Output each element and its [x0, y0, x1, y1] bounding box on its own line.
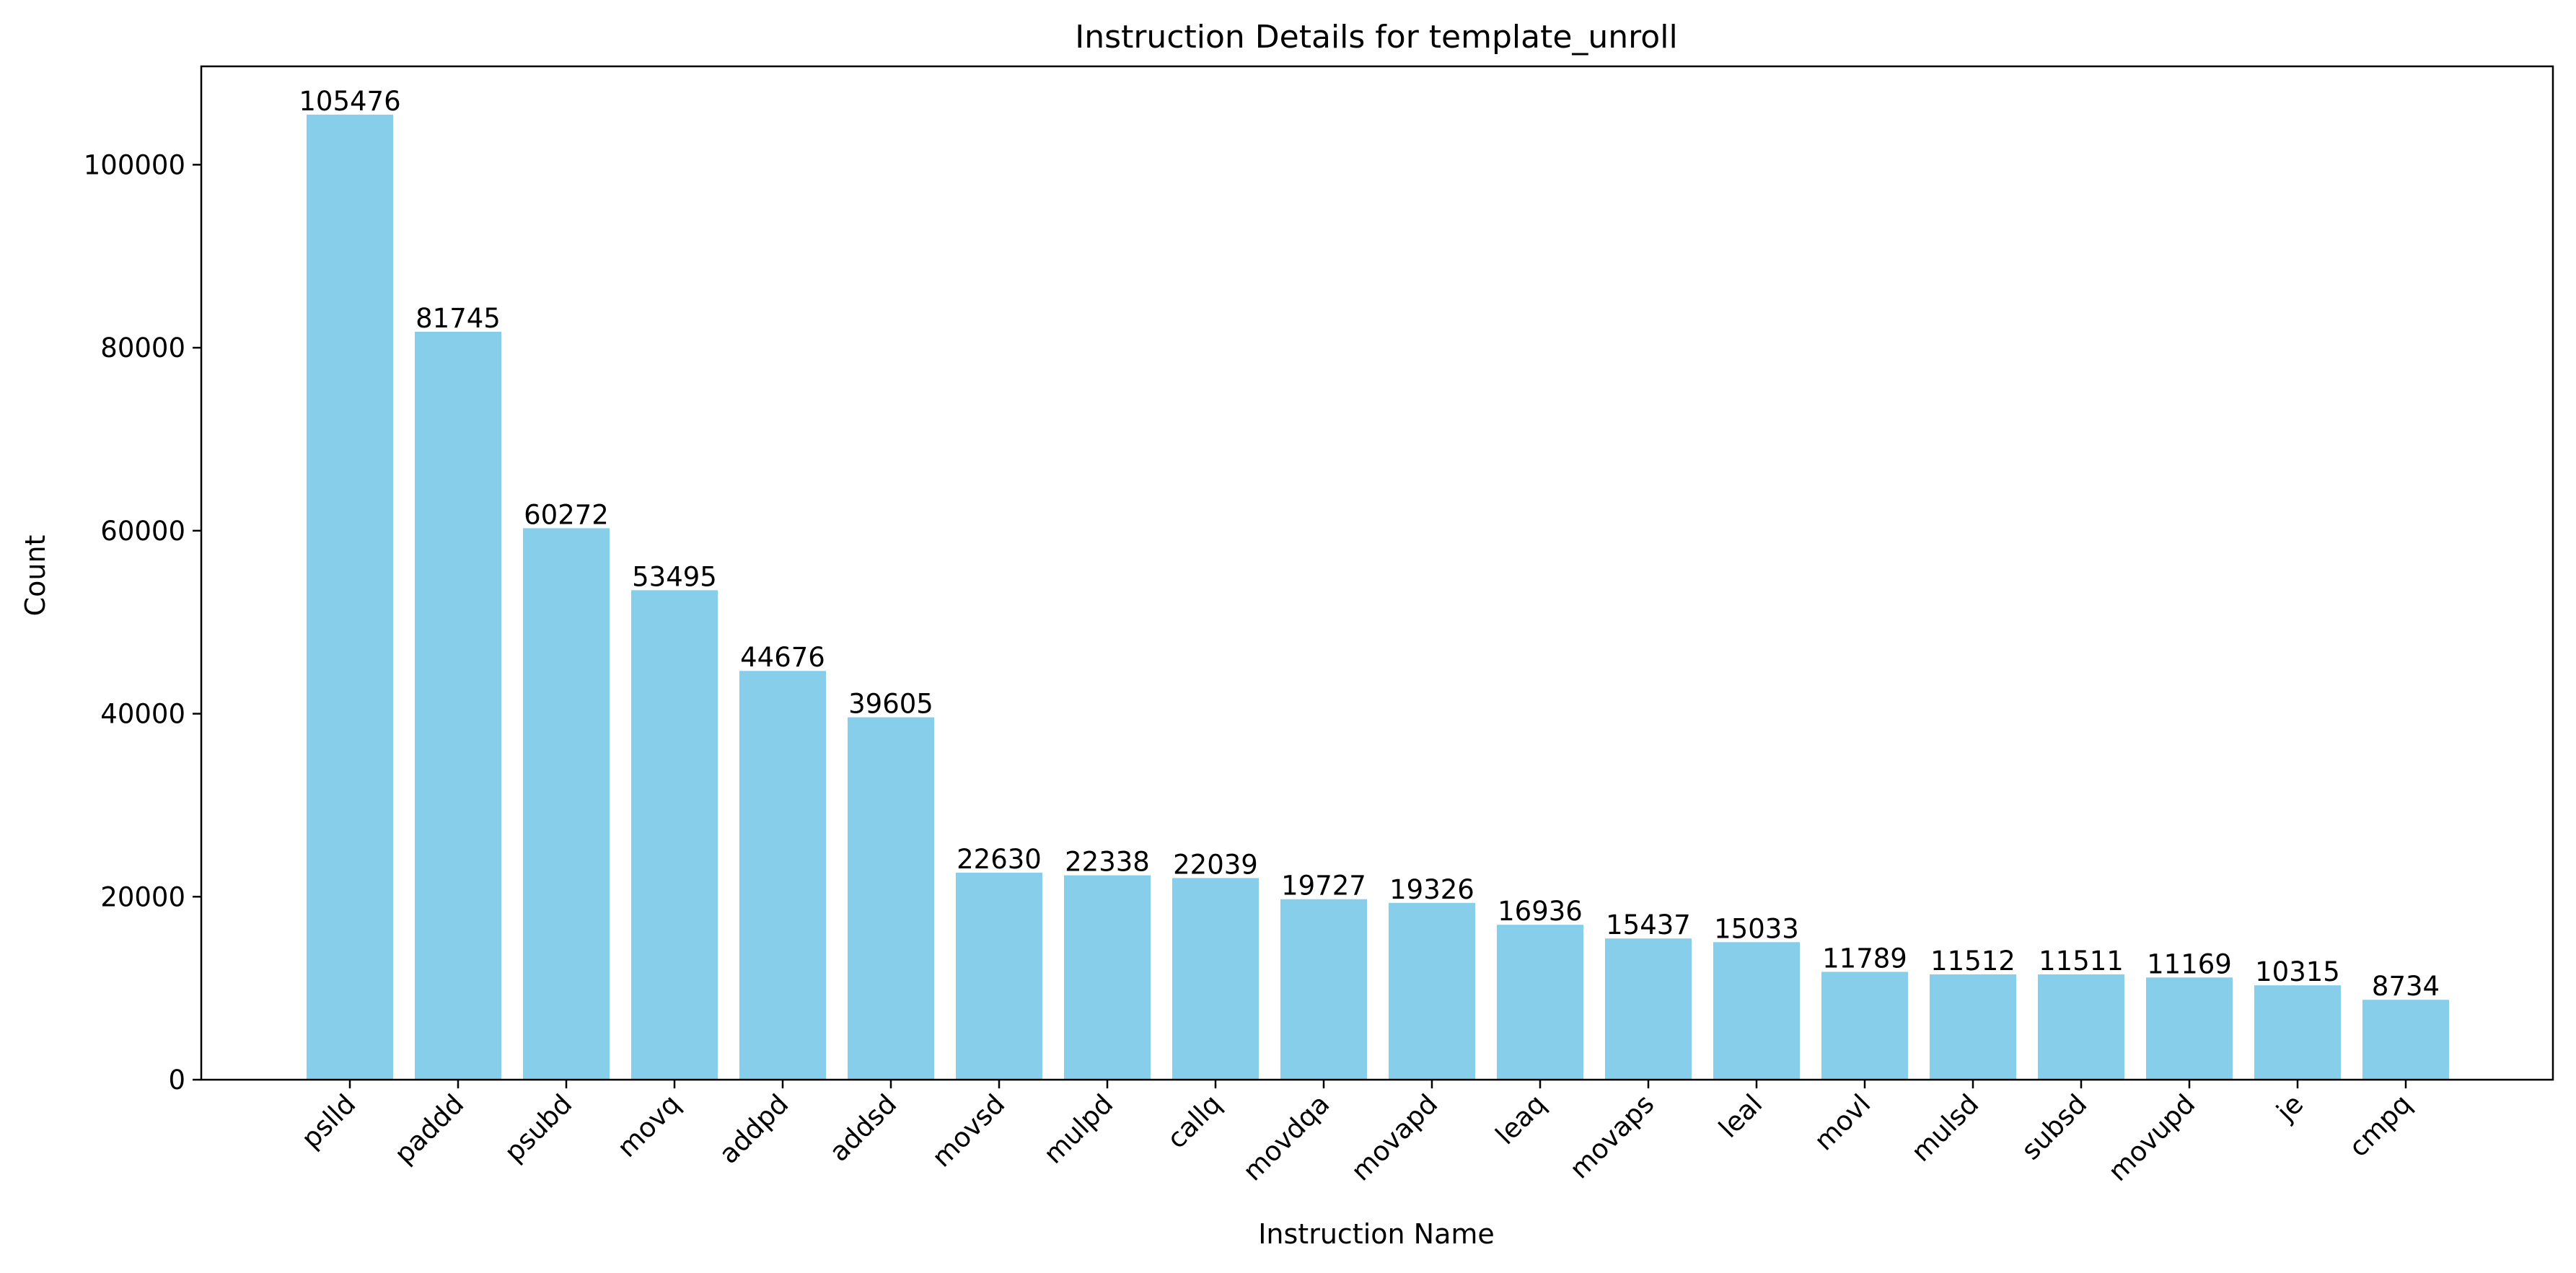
x-tick-label-leal: leal: [1713, 1088, 1768, 1144]
x-tick-label-mulsd: mulsd: [1905, 1088, 1984, 1168]
data-label-je: 10315: [2255, 956, 2340, 987]
x-tick-label-pslld: pslld: [296, 1088, 362, 1155]
data-label-movq: 53495: [632, 561, 717, 592]
x-tick-label-movupd: movupd: [2102, 1088, 2201, 1187]
x-tick-label-mulpd: mulpd: [1037, 1088, 1119, 1170]
bar-callq: [1172, 878, 1259, 1080]
y-axis: 0 20000 40000 60000 80000 100000: [84, 149, 201, 1096]
bar-addpd: [739, 671, 826, 1080]
data-label-addsd: 39605: [848, 689, 933, 720]
y-tick-label-100000: 100000: [84, 149, 185, 180]
x-tick-label-movapd: movapd: [1345, 1088, 1444, 1187]
x-tick-label-paddd: paddd: [388, 1088, 470, 1170]
data-label-movupd: 11169: [2147, 948, 2232, 979]
x-tick-label-subsd: subsd: [2015, 1088, 2093, 1166]
bar-movdqa: [1280, 899, 1367, 1080]
bar-addsd: [848, 717, 934, 1080]
data-label-psubd: 60272: [524, 499, 609, 530]
data-label-movapd: 19326: [1389, 874, 1474, 905]
bar-cmpq: [2362, 1000, 2449, 1080]
y-axis-label: Count: [19, 535, 51, 617]
plot-frame: [200, 65, 2554, 1081]
data-label-movsd: 22630: [957, 844, 1042, 875]
data-label-paddd: 81745: [416, 303, 501, 334]
x-tick-label-callq: callq: [1161, 1088, 1227, 1155]
x-tick-label-movl: movl: [1808, 1088, 1877, 1157]
data-label-leaq: 16936: [1498, 896, 1583, 927]
data-label-cmpq: 8734: [2372, 971, 2440, 1002]
x-tick-label-je: je: [2270, 1088, 2309, 1127]
bar-movupd: [2146, 977, 2233, 1080]
data-label-mulsd: 11512: [1930, 946, 2015, 977]
data-label-movl: 11789: [1822, 943, 1907, 974]
bar-leaq: [1497, 925, 1583, 1080]
bar-movaps: [1605, 938, 1692, 1080]
x-tick-label-movq: movq: [611, 1088, 686, 1163]
bars: [307, 114, 2449, 1080]
data-label-mulpd: 22338: [1065, 847, 1150, 878]
chart-title: Instruction Details for template_unroll: [1075, 19, 1677, 56]
data-label-movdqa: 19727: [1281, 871, 1366, 902]
bar-movsd: [956, 872, 1042, 1080]
data-label-subsd: 11511: [2039, 946, 2124, 977]
y-tick-label-80000: 80000: [100, 332, 185, 364]
data-label-pslld: 105476: [299, 86, 400, 117]
x-axis-label: Instruction Name: [1258, 1218, 1495, 1250]
bar-je: [2254, 985, 2341, 1080]
x-tick-label-movaps: movaps: [1564, 1088, 1661, 1185]
x-tick-label-leaq: leaq: [1490, 1088, 1552, 1150]
y-tick-label-40000: 40000: [100, 699, 185, 730]
bar-psubd: [523, 528, 610, 1080]
bar-movl: [1821, 972, 1908, 1080]
x-tick-label-psubd: psubd: [498, 1088, 578, 1168]
x-tick-label-addpd: addpd: [713, 1088, 794, 1170]
bar-paddd: [415, 331, 501, 1080]
x-tick-label-cmpq: cmpq: [2343, 1088, 2417, 1163]
data-labels: 105476 81745 60272 53495 44676 39605 22630 2233…: [299, 86, 2440, 1002]
bar-mulsd: [1930, 974, 2016, 1080]
bar-movq: [631, 590, 718, 1080]
x-tick-label-movsd: movsd: [926, 1088, 1011, 1173]
bar-movapd: [1389, 902, 1475, 1080]
x-tick-label-addsd: addsd: [823, 1088, 902, 1168]
data-label-callq: 22039: [1173, 849, 1258, 880]
bar-leal: [1713, 942, 1800, 1080]
bar-subsd: [2038, 974, 2124, 1080]
data-label-addpd: 44676: [740, 642, 825, 673]
data-label-leal: 15033: [1714, 913, 1799, 944]
bar-pslld: [307, 114, 393, 1080]
x-axis: pslld paddd psubd movq addpd addsd movsd mulpd c…: [296, 1080, 2417, 1187]
x-tick-label-movdqa: movdqa: [1237, 1088, 1336, 1187]
bar-mulpd: [1064, 875, 1151, 1080]
y-tick-label-60000: 60000: [100, 516, 185, 547]
data-label-movaps: 15437: [1606, 909, 1691, 941]
y-tick-label-20000: 20000: [100, 881, 185, 912]
y-tick-label-0: 0: [168, 1065, 185, 1096]
